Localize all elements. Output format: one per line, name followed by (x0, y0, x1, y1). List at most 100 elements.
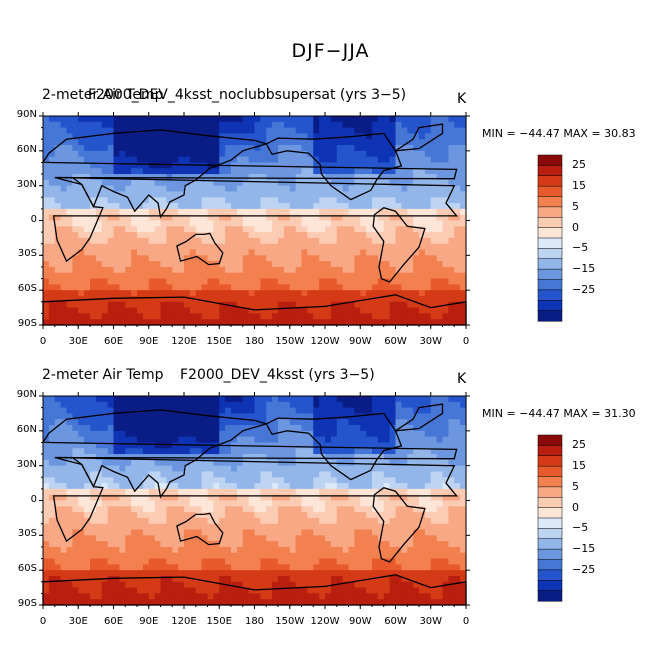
field-cell (342, 255, 350, 262)
field-cell (148, 500, 156, 507)
field-cell (142, 179, 150, 187)
field-cell (424, 185, 432, 193)
field-cell (330, 425, 338, 432)
field-cell (95, 232, 103, 239)
field-cell (101, 483, 109, 490)
field-cell (43, 266, 50, 274)
field-cell (283, 232, 291, 239)
field-cell (330, 319, 338, 326)
field-cell (236, 483, 244, 490)
field-cell (43, 174, 50, 181)
field-cell (377, 156, 385, 164)
field-cell (401, 208, 408, 216)
field-cell (354, 139, 361, 146)
field-cell (148, 307, 156, 314)
field-cell (319, 407, 326, 415)
field-cell (142, 226, 150, 233)
field-cell (454, 220, 461, 227)
field-cell (254, 319, 261, 326)
field-cell (242, 564, 250, 571)
field-cell (260, 471, 267, 478)
field-cell (454, 133, 461, 140)
field-cell (336, 558, 344, 565)
field-cell (383, 249, 391, 256)
field-cell (137, 535, 144, 542)
field-cell (72, 168, 79, 175)
field-cell (372, 483, 379, 490)
field-cell (78, 168, 85, 175)
field-cell (354, 208, 361, 216)
field-cell (313, 454, 320, 461)
field-cell (166, 319, 173, 326)
field-cell (125, 465, 132, 473)
field-cell (219, 208, 226, 216)
field-cell (119, 121, 126, 129)
field-cell (95, 546, 103, 554)
field-cell (178, 185, 185, 193)
field-cell (448, 436, 455, 444)
field-cell (90, 419, 97, 426)
field-cell (260, 465, 267, 473)
field-cell (78, 313, 85, 320)
field-cell (107, 168, 115, 175)
field-cell (366, 541, 373, 548)
field-cell (166, 459, 173, 467)
field-cell (395, 295, 402, 303)
field-cell (360, 396, 367, 403)
field-cell (48, 541, 56, 548)
field-cell (184, 208, 191, 216)
field-cell (366, 425, 373, 432)
field-cell (172, 471, 179, 478)
field-cell (78, 564, 85, 571)
field-cell (436, 570, 444, 577)
field-cell (248, 232, 256, 239)
field-cell (195, 529, 203, 536)
field-cell (372, 442, 379, 449)
field-cell (95, 541, 103, 548)
field-cell (66, 127, 73, 135)
field-cell (407, 150, 414, 158)
field-cell (125, 232, 132, 239)
field-cell (336, 413, 344, 420)
field-cell (125, 529, 132, 536)
field-cell (372, 396, 379, 403)
field-cell (201, 575, 209, 583)
field-cell (219, 448, 226, 455)
field-cell (460, 459, 467, 467)
field-cell (154, 523, 162, 531)
field-cell (178, 459, 185, 467)
field-cell (142, 319, 150, 326)
field-cell (289, 214, 297, 222)
field-cell (219, 272, 226, 280)
field-cell (366, 448, 373, 455)
field-cell (225, 313, 232, 320)
field-cell (131, 261, 138, 268)
field-cell (401, 162, 408, 169)
field-cell (313, 139, 320, 146)
field-cell (66, 261, 73, 268)
field-cell (101, 191, 109, 198)
field-cell (307, 162, 314, 169)
field-cell (242, 541, 250, 548)
field-cell (460, 127, 467, 135)
field-cell (225, 307, 232, 314)
field-cell (254, 145, 261, 152)
field-cell (242, 272, 250, 280)
field-cell (419, 295, 426, 303)
field-cell (125, 278, 132, 285)
field-cell (325, 442, 332, 449)
field-cell (419, 278, 426, 285)
field-cell (207, 517, 214, 525)
field-cell (160, 477, 167, 484)
field-cell (348, 494, 355, 502)
field-cell (184, 121, 191, 129)
field-cell (119, 564, 126, 571)
field-cell (201, 407, 209, 415)
field-cell (454, 319, 461, 326)
field-cell (248, 266, 256, 274)
field-cell (113, 512, 120, 519)
field-cell (60, 208, 68, 216)
field-cell (278, 266, 285, 274)
field-cell (231, 220, 238, 227)
field-cell (289, 541, 297, 548)
